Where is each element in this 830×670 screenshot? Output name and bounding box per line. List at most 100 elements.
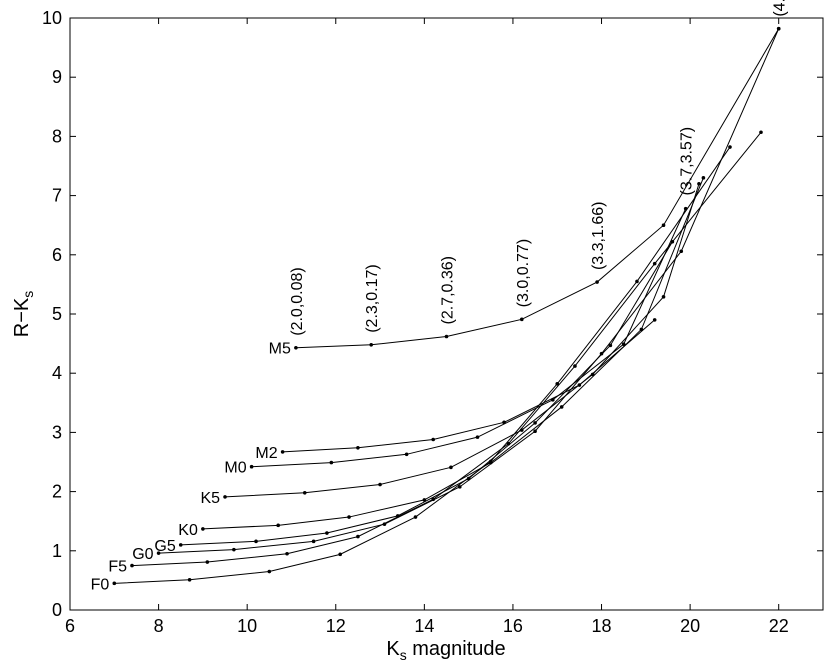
y-tick-label: 4 [52, 363, 62, 383]
data-point [697, 181, 701, 186]
series-label-m5: M5 [269, 341, 291, 358]
x-tick-label: 6 [65, 616, 75, 636]
data-point [232, 547, 236, 552]
data-point [679, 249, 684, 254]
y-tick-label: 1 [52, 541, 62, 561]
data-point [285, 551, 289, 556]
data-point [347, 515, 351, 519]
data-point [520, 428, 524, 432]
data-point [422, 498, 427, 502]
point-annotations: (2.0,0.08) (2.3,0.17) (2.7,0.36) (3.0,0.77)… [289, 0, 789, 336]
x-tick-label: 20 [680, 616, 700, 636]
data-point [599, 351, 604, 356]
x-tick-label: 14 [414, 616, 434, 636]
x-tick-label: 18 [592, 616, 612, 636]
data-point [369, 342, 374, 347]
data-point [759, 130, 763, 135]
data-point [595, 280, 599, 284]
data-point [728, 145, 732, 149]
data-point [178, 543, 183, 547]
data-point [661, 295, 666, 299]
series-label-m0: M0 [224, 460, 246, 477]
x-tick-label: 10 [237, 616, 257, 636]
data-point [573, 364, 577, 368]
point-annotation: (3.0,0.77) [515, 239, 532, 307]
x-axis-label: Ks magnitude [386, 638, 505, 663]
data-point [267, 569, 272, 574]
x-tick-label: 12 [326, 616, 346, 636]
series-label-f0: F0 [91, 576, 110, 593]
point-annotation: (2.7,0.36) [440, 256, 457, 324]
series-line-f5 [131, 131, 762, 567]
series-label-f5: F5 [108, 559, 127, 576]
y-tick-label: 6 [52, 245, 62, 265]
data-point [590, 372, 595, 377]
x-tick-label: 8 [154, 616, 164, 636]
data-point [156, 551, 161, 555]
series-line-m0 [251, 208, 687, 468]
data-point [187, 578, 192, 582]
data-point [311, 539, 316, 544]
data-point [701, 176, 706, 180]
data-point [329, 460, 334, 465]
data-point [520, 317, 524, 322]
data-point [683, 206, 688, 211]
data-point [280, 450, 285, 454]
data-point [130, 563, 134, 568]
data-point [776, 26, 781, 31]
series-line-g5 [180, 241, 673, 546]
point-annotation: (3.7,3.57) [679, 127, 696, 195]
data-point [670, 239, 675, 244]
series-label-k5: K5 [200, 490, 220, 507]
data-point [302, 490, 307, 495]
data-point [223, 495, 227, 499]
x-tick-label: 22 [769, 616, 789, 636]
series-label-g5: G5 [154, 538, 175, 555]
data-point [395, 514, 400, 518]
data-point [475, 435, 480, 439]
point-annotation: (2.3,0.17) [364, 264, 381, 332]
data-point [356, 534, 360, 539]
data-point [555, 382, 560, 386]
y-tick-label: 9 [52, 67, 62, 87]
data-point [652, 261, 657, 266]
data-point [276, 523, 280, 528]
data-point [577, 383, 582, 387]
data-point [413, 515, 418, 519]
data-point [533, 421, 537, 425]
point-annotation: (2.0,0.08) [289, 267, 306, 335]
series-line-f0 [114, 146, 731, 584]
data-point [621, 342, 626, 346]
data-point [356, 445, 360, 450]
series-lines [112, 26, 781, 586]
y-tick-label: 5 [52, 304, 62, 324]
data-point [533, 429, 537, 434]
point-annotation: (4.0,7.69) [772, 0, 789, 17]
y-tick-label: 0 [52, 600, 62, 620]
y-tick-label: 2 [52, 482, 62, 502]
data-point [254, 539, 258, 544]
data-point [325, 531, 329, 535]
point-annotation: (3.3,1.66) [590, 202, 607, 270]
data-point [205, 560, 210, 564]
data-point [635, 279, 639, 284]
series-line-k5 [225, 183, 700, 498]
data-point [404, 452, 409, 457]
data-point [382, 522, 387, 526]
data-point [652, 318, 657, 322]
data-point [466, 476, 471, 481]
data-point [559, 405, 564, 409]
y-tick-label: 8 [52, 126, 62, 146]
data-point [444, 334, 449, 339]
y-tick-label: 7 [52, 186, 62, 206]
y-tick-label: 10 [42, 8, 62, 28]
data-point [449, 465, 453, 470]
series-label-k0: K0 [178, 522, 198, 539]
series-label-g0: G0 [132, 546, 153, 563]
data-point [201, 527, 205, 531]
series-label-m2: M2 [255, 445, 277, 462]
y-tick-label: 3 [52, 422, 62, 442]
